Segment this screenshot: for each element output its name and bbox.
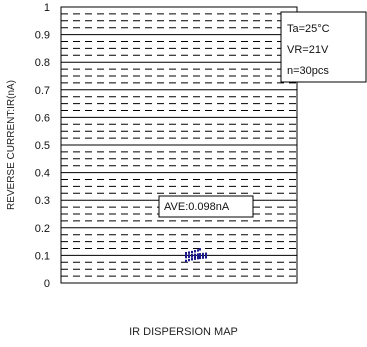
average-label: AVE:0.098nA [164, 201, 230, 213]
data-point [197, 255, 199, 258]
conditions-box: Ta=25°C VR=21V n=30pcs [280, 11, 367, 83]
data-point [191, 255, 193, 258]
y-tick-labels: 0 0.1 0.2 0.3 0.4 0.5 0.6 0.7 0.8 0.9 1 [35, 2, 50, 290]
y-tick-label: 0.3 [35, 195, 50, 207]
data-point [205, 252, 207, 255]
data-point [199, 253, 201, 256]
data-point [194, 253, 196, 257]
data-point [194, 255, 196, 258]
data-point [188, 251, 190, 254]
grid-lines [61, 13, 297, 277]
condition-sample-count: n=30pcs [287, 65, 329, 77]
data-point [185, 254, 187, 257]
y-tick-label: 0.5 [35, 140, 50, 152]
data-point [185, 259, 187, 263]
data-point [188, 254, 190, 257]
data-point [199, 248, 201, 251]
condition-temperature: Ta=25°C [287, 23, 330, 35]
data-point [197, 253, 199, 256]
data-point [202, 254, 204, 258]
chart-caption: IR DISPERSION MAP [129, 326, 238, 338]
data-points [185, 248, 207, 263]
y-tick-label: 0.1 [35, 250, 50, 262]
data-point [191, 258, 193, 261]
y-tick-label: 0.6 [35, 112, 50, 124]
data-point [202, 256, 204, 259]
y-tick-label: 0.8 [35, 57, 50, 69]
plot-frame [60, 6, 298, 284]
data-point [191, 250, 193, 254]
data-point [197, 249, 199, 252]
condition-voltage: VR=21V [287, 44, 329, 56]
data-point [191, 253, 193, 257]
data-point [188, 258, 190, 262]
y-tick-label: 0.4 [35, 168, 50, 180]
data-point [188, 255, 190, 258]
data-point [197, 256, 199, 260]
data-point [205, 256, 207, 259]
average-box: AVE:0.098nA [158, 195, 254, 218]
data-point [205, 254, 207, 257]
data-point [185, 255, 187, 259]
y-tick-label: 0.9 [35, 30, 50, 42]
y-tick-label: 0.2 [35, 223, 50, 235]
data-point [185, 251, 187, 255]
data-point [194, 257, 196, 260]
y-axis-label: REVERSE CURRENT:IR(nA) [6, 80, 17, 210]
y-tick-label: 0 [44, 278, 50, 290]
data-point [199, 256, 201, 260]
y-tick-label: 1 [44, 2, 50, 14]
data-point [202, 252, 204, 256]
data-point [199, 254, 201, 258]
data-point [194, 250, 196, 253]
y-tick-label: 0.7 [35, 85, 50, 97]
